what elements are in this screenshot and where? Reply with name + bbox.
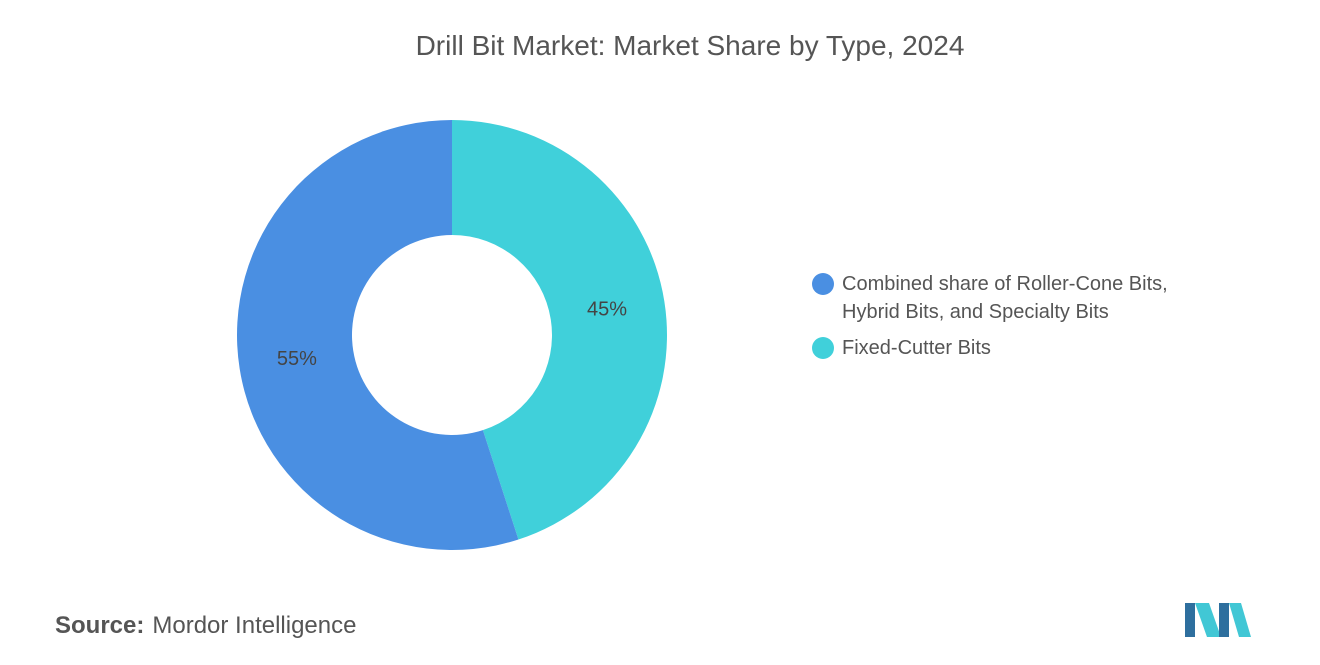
legend-item: Fixed-Cutter Bits	[812, 334, 1212, 362]
source-label: Source:	[55, 612, 145, 639]
legend-swatch	[812, 273, 834, 295]
value-label: 45%	[587, 299, 627, 321]
legend-label: Combined share of Roller-Cone Bits, Hybr…	[842, 273, 1168, 323]
donut-slice	[452, 120, 667, 540]
logo	[1185, 603, 1251, 637]
legend: Combined share of Roller-Cone Bits, Hybr…	[812, 270, 1212, 370]
chart-title: Drill Bit Market: Market Share by Type, …	[415, 30, 965, 61]
source: Source: Mordor Intelligence	[55, 612, 356, 640]
value-label: 55%	[277, 348, 317, 370]
donut-slice	[236, 120, 519, 550]
legend-item: Combined share of Roller-Cone Bits, Hybr…	[812, 270, 1212, 326]
source-text: Mordor Intelligence	[152, 612, 357, 639]
legend-label: Fixed-Cutter Bits	[842, 337, 991, 359]
legend-swatch	[812, 337, 834, 359]
